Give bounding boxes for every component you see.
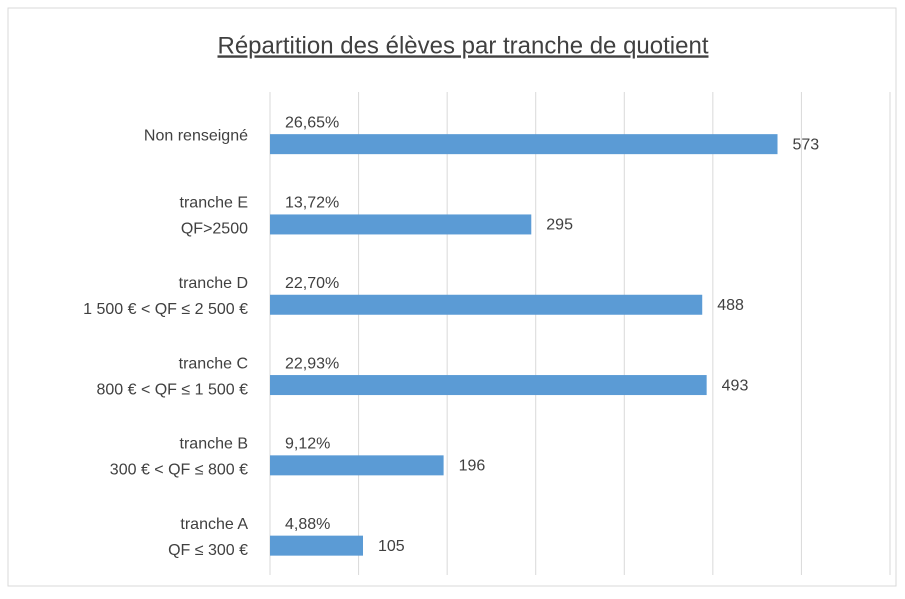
bar	[270, 134, 778, 155]
y-tick-label: Non renseigné	[144, 127, 248, 144]
bar	[270, 214, 532, 235]
y-tick-label: 800 € < QF ≤ 1 500 €	[96, 381, 248, 398]
bar	[270, 535, 363, 556]
bar	[270, 455, 444, 476]
value-label: 573	[793, 136, 820, 153]
chart-title: Répartition des élèves par tranche de qu…	[218, 32, 709, 59]
value-label: 488	[717, 297, 744, 314]
y-tick-label: tranche C	[179, 355, 248, 372]
y-tick-label: tranche E	[180, 195, 248, 212]
y-tick-label: tranche A	[180, 516, 248, 533]
value-label: 105	[378, 538, 405, 555]
y-tick-label: QF ≤ 300 €	[168, 542, 248, 559]
bar	[270, 294, 703, 315]
y-tick-label: tranche D	[179, 275, 248, 292]
value-label: 196	[459, 458, 486, 475]
bar	[270, 375, 707, 396]
y-tick-label: 1 500 € < QF ≤ 2 500 €	[83, 301, 248, 318]
y-tick-label: 300 € < QF ≤ 800 €	[110, 462, 248, 479]
percent-label: 9,12%	[285, 436, 330, 453]
percent-label: 26,65%	[285, 114, 339, 131]
value-label: 295	[546, 217, 573, 234]
percent-label: 22,70%	[285, 275, 339, 292]
y-tick-label: tranche B	[180, 436, 248, 453]
percent-label: 4,88%	[285, 516, 330, 533]
percent-label: 22,93%	[285, 355, 339, 372]
y-tick-label: QF>2500	[181, 221, 248, 238]
value-label: 493	[722, 377, 749, 394]
percent-label: 13,72%	[285, 195, 339, 212]
